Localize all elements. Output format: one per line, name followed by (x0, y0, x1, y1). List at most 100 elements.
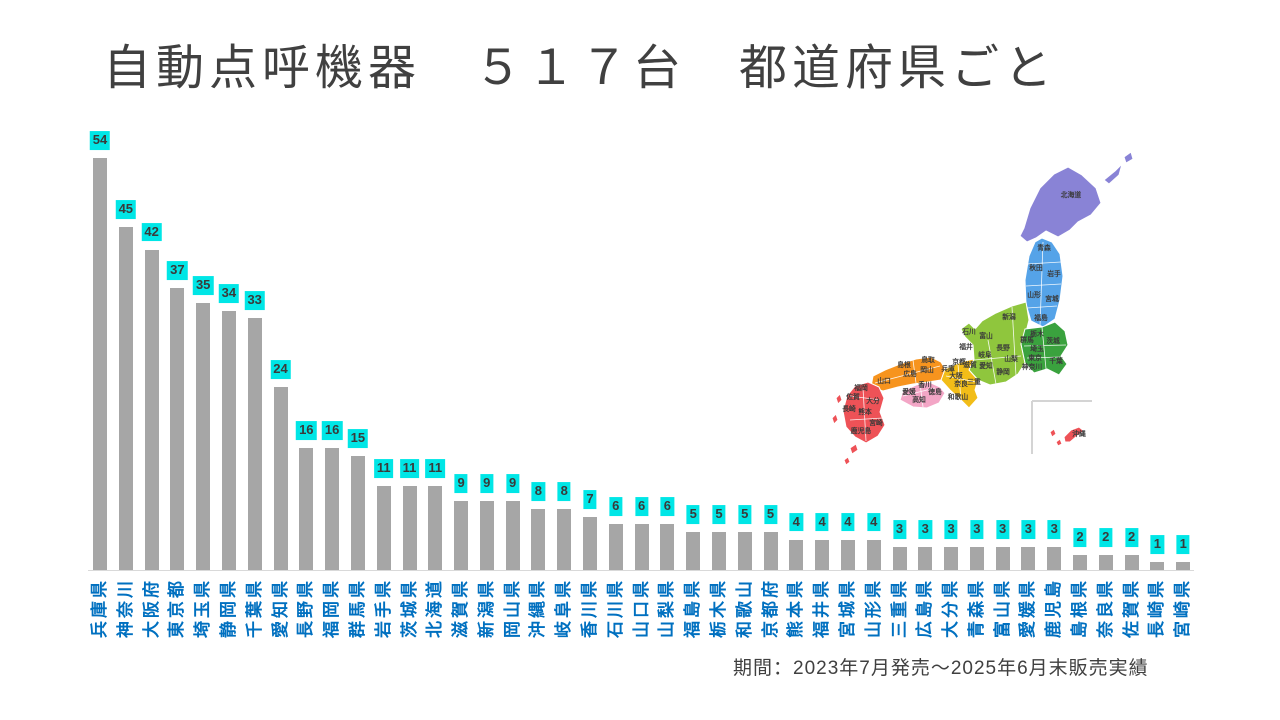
bar (840, 539, 855, 570)
map-label-福岡: 福岡 (853, 383, 868, 392)
x-axis-label: 富山県 (992, 578, 1012, 638)
x-axis-label: 福島県 (683, 578, 703, 638)
bar-value-label: 4 (841, 512, 855, 532)
map-label-福井: 福井 (958, 342, 973, 351)
bar-value-label: 37 (167, 260, 188, 280)
x-axis-label: 山梨県 (657, 578, 677, 638)
region-kanto (1020, 321, 1069, 376)
bar-value-label: 35 (192, 275, 214, 295)
bar-value-label: 4 (789, 512, 803, 532)
bar-value-label: 1 (1176, 535, 1190, 555)
x-axis-label: 埼玉県 (193, 578, 213, 638)
bar-value-label: 8 (531, 482, 546, 501)
bar-value-label: 11 (373, 459, 394, 479)
region-hokkaido (1019, 151, 1134, 243)
bar-value-label: 2 (1073, 527, 1087, 547)
map-label-山口: 山口 (877, 376, 891, 385)
bar-value-label: 3 (995, 520, 1010, 540)
period-note: 期間：2023年7月発売～2025年6月末販売実績 (733, 658, 1149, 679)
bar (608, 524, 623, 570)
map-label-徳島: 徳島 (927, 387, 942, 396)
map-label-東京: 東京 (1027, 353, 1042, 362)
x-axis-label: 香川県 (580, 578, 599, 638)
x-axis-label: 三重県 (889, 578, 909, 638)
bar-value-label: 3 (918, 520, 932, 540)
x-axis-label: 群馬県 (347, 578, 367, 638)
map-label-広島: 広島 (903, 369, 917, 378)
map-label-群馬: 群馬 (1020, 335, 1034, 344)
bar (892, 547, 907, 570)
bar (583, 516, 597, 570)
x-axis-label: 東京都 (167, 578, 187, 638)
map-label-滋賀: 滋賀 (963, 360, 977, 369)
x-axis-label: 滋賀県 (451, 578, 471, 638)
bar-value-label: 3 (1047, 520, 1061, 540)
bar-value-label: 15 (347, 428, 369, 448)
map-label-島根: 島根 (897, 360, 911, 369)
map-label-長野: 長野 (996, 343, 1010, 352)
bar (325, 447, 340, 570)
map-label-大分: 大分 (866, 396, 880, 405)
x-axis-label: 熊本県 (786, 578, 806, 638)
bar (1073, 554, 1087, 570)
bar-value-label: 5 (712, 504, 726, 524)
bar (247, 318, 262, 570)
bar (686, 531, 701, 570)
x-axis-label: 和歌山 (734, 578, 754, 638)
bar (789, 539, 804, 570)
map-label-山形: 山形 (1027, 290, 1041, 299)
bar (531, 509, 546, 570)
x-axis-label: 沖縄県 (528, 578, 548, 638)
bar-value-label: 7 (583, 489, 597, 509)
bar (428, 486, 443, 570)
map-label-愛知: 愛知 (979, 361, 993, 370)
bar (1124, 554, 1139, 570)
region-okinawa (1049, 426, 1085, 447)
bar (350, 455, 365, 571)
bar-value-label: 9 (505, 474, 520, 494)
map-label-大阪: 大阪 (949, 371, 963, 380)
map-label-石川: 石川 (961, 328, 976, 336)
x-axis-label: 栃木県 (709, 578, 728, 638)
bar (969, 547, 984, 570)
map-label-兵庫: 兵庫 (941, 364, 955, 373)
bar (118, 226, 133, 570)
x-axis-label: 島根県 (1070, 578, 1089, 638)
okinawa-inset-border (1031, 400, 1092, 454)
x-axis-label: 青森県 (966, 578, 986, 638)
map-label-奈良: 奈良 (953, 379, 968, 388)
x-axis-label: 奈良県 (1095, 578, 1115, 638)
bar (866, 539, 881, 570)
bar (557, 509, 572, 570)
x-axis-label: 佐賀県 (1121, 578, 1141, 638)
x-axis-line (88, 570, 1194, 571)
japan-region-map: 北海道 青森 秋田 岩手 山形 宮城 福島 栃木 群馬 茨城 埼玉 東京 千葉 神奈川 新潟 富山 石川 福井 長野… (828, 130, 1188, 475)
x-axis-label: 京都府 (760, 578, 780, 638)
x-axis-label: 宮城県 (837, 578, 857, 638)
bar (712, 531, 726, 570)
bar (376, 486, 391, 570)
x-axis-label: 静岡県 (218, 578, 238, 638)
bar-value-label: 6 (634, 497, 649, 517)
map-label-秋田: 秋田 (1028, 263, 1043, 272)
bar-value-label: 45 (115, 199, 137, 219)
map-label-香川: 香川 (918, 380, 932, 389)
bar-value-label: 4 (815, 512, 829, 532)
map-label-沖縄: 沖縄 (1072, 429, 1086, 438)
map-label-山梨: 山梨 (1004, 354, 1018, 363)
map-label-富山: 富山 (979, 331, 993, 340)
bar (221, 310, 236, 570)
map-label-岐阜: 岐阜 (978, 350, 992, 359)
bar-value-label: 3 (970, 520, 984, 540)
bar (273, 386, 288, 570)
bar-value-label: 6 (609, 497, 623, 517)
map-label-青森: 青森 (1037, 243, 1051, 252)
bar (995, 547, 1010, 570)
x-axis-label: 岩手県 (373, 578, 393, 638)
bar-value-label: 4 (867, 512, 881, 532)
map-label-宮城: 宮城 (1045, 294, 1059, 303)
map-label-栃木: 栃木 (1030, 329, 1044, 338)
map-label-佐賀: 佐賀 (845, 392, 860, 401)
